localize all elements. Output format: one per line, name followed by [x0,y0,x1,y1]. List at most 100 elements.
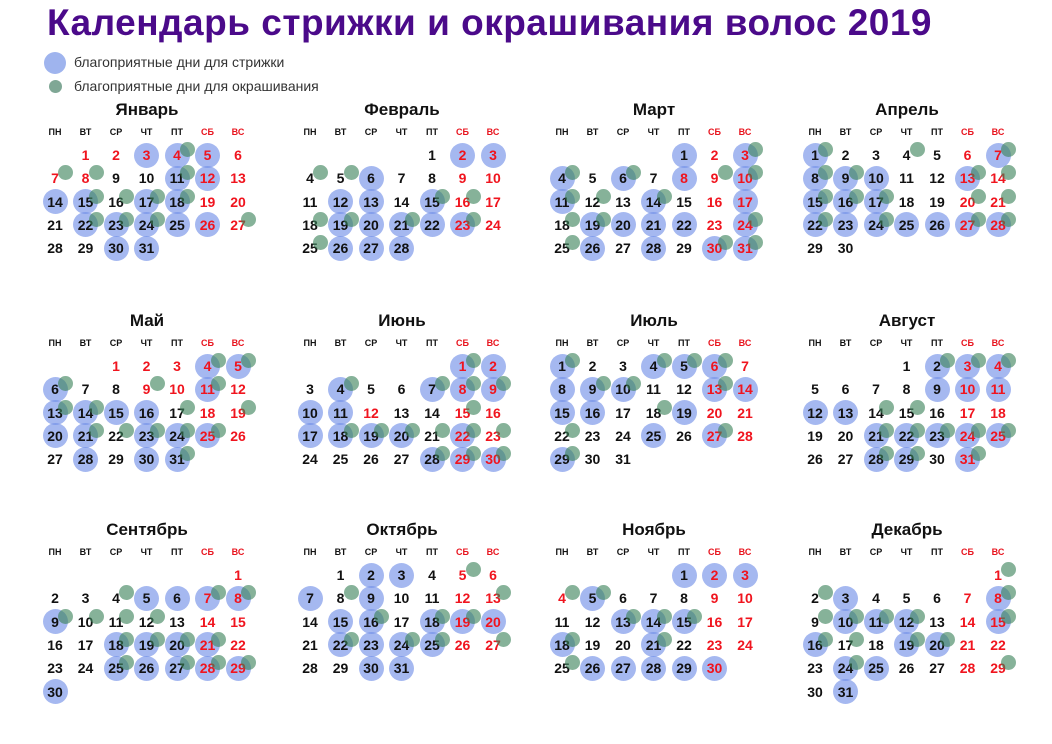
weekday-header: ЧТ [900,127,913,137]
day-cell: 8 [669,587,699,609]
day-cell: 2 [922,355,952,377]
weekday-header: СР [364,547,378,557]
weekday-header: СР [869,127,883,137]
month-title: Январь [115,100,179,119]
weekday-header: ВТ [79,547,92,557]
day-cell: 7 [730,355,760,377]
day-cell: 4 [162,144,192,166]
day-number: 29 [108,451,124,468]
day-number: 7 [428,381,436,398]
day-cell: 6 [478,564,508,586]
haircut-day-marker [833,679,858,704]
haircut-day-marker [671,655,697,681]
day-number: 25 [645,427,662,444]
day-number: 17 [737,613,753,630]
month-title: Сентябрь [106,520,188,539]
day-cell: 11 [639,378,669,400]
day-number: 22 [230,636,246,653]
weekday-header: ВТ [839,338,852,348]
coloring-day-marker [210,631,226,647]
day-number: 20 [706,404,723,421]
coloring-day-marker [435,446,450,462]
day-cell: 31 [387,657,417,679]
haircut-day-marker [358,212,384,238]
coloring-day-marker [343,211,359,227]
day-cell: 21 [730,402,760,424]
day-cell: 31 [831,681,861,703]
coloring-day-marker [565,165,580,181]
day-cell: 2 [40,587,70,609]
day-cell: 18 [892,191,922,213]
day-number: 3 [489,147,497,163]
day-number: 2 [458,147,467,163]
day-number: 2 [841,147,850,163]
day-number: 3 [397,567,406,583]
day-cell: 20 [356,214,386,236]
day-number: 19 [199,193,216,210]
coloring-day-marker [343,165,359,181]
day-number: 11 [333,404,348,421]
haircut-day-marker [358,235,384,261]
weekday-header: ВТ [334,338,347,348]
day-cell: 6 [831,378,861,400]
day-cell: 6 [700,355,730,377]
day-number: 9 [458,170,467,187]
haircut-day-marker [863,655,889,681]
coloring-day-marker [818,142,833,157]
day-cell: 13 [831,402,861,424]
day-cell: 17 [953,402,983,424]
day-cell: 25 [639,425,669,447]
weekday-header: ВС [738,127,752,137]
day-cell: 13 [922,611,952,633]
day-number: 6 [234,147,242,163]
coloring-day-marker [88,399,104,415]
coloring-day-marker [748,211,763,227]
coloring-day-marker [1001,422,1016,438]
day-cell: 26 [922,214,952,236]
month-12: Декабрь ПН ВТ СР ЧТ ПТ СБ ВС 1 2 3 4 5 6 7 8 9 10 11 12 13 14… [800,520,1016,720]
coloring-day-marker [717,353,733,368]
haircut-day-marker [610,655,636,681]
haircut-day-marker [328,400,353,426]
day-cell: 28 [953,657,983,679]
month-title: Май [129,311,165,330]
weekday-header: ВС [738,547,752,557]
coloring-day-marker [210,353,226,368]
day-cell: 18 [193,402,223,424]
weekday-header: ЧТ [140,338,153,348]
day-number: 31 [138,240,155,257]
coloring-day-marker [656,631,672,647]
day-cell: 4 [417,564,447,586]
coloring-day-marker [241,399,256,415]
day-number: 8 [336,590,345,607]
coloring-day-marker [940,353,955,368]
coloring-day-marker [687,608,702,624]
day-number: 27 [363,240,379,257]
day-number: 6 [963,147,972,163]
day-number: 2 [811,590,819,607]
coloring-day-marker [595,376,611,392]
day-cell: 9 [101,167,131,189]
coloring-day-marker [241,353,256,368]
day-number: 2 [710,147,719,163]
day-number: 27 [929,660,945,677]
day-cell: 5 [669,355,699,377]
day-cell: 30 [700,657,730,679]
coloring-day-marker [909,399,925,415]
day-number: 11 [424,590,440,607]
day-number: 1 [336,567,345,583]
weekday-header: ПТ [931,547,943,557]
day-cell: 1 [983,564,1013,586]
day-number: 9 [588,381,597,398]
coloring-day-marker [496,631,511,647]
day-cell: 1 [448,355,478,377]
day-cell: 9 [800,611,830,633]
day-number: 25 [898,216,915,233]
day-cell: 1 [547,355,577,377]
weekday-header: СБ [708,338,721,348]
coloring-day-marker [435,188,450,204]
day-cell: 3 [608,355,638,377]
day-cell: 14 [295,611,325,633]
haircut-day-marker [924,376,950,402]
haircut-day-marker [671,142,697,168]
